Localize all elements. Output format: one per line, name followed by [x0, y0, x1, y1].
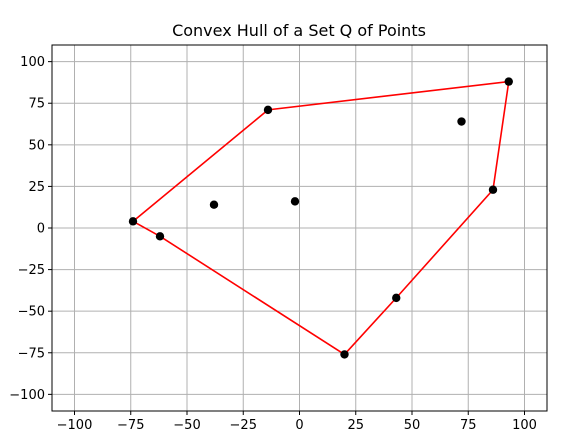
data-point	[392, 293, 401, 303]
data-point	[155, 232, 165, 241]
data-point	[290, 197, 300, 206]
data-point	[263, 105, 273, 115]
grid	[52, 45, 547, 411]
y-tick-label: −75	[18, 346, 45, 361]
convex-hull-line	[132, 80, 510, 356]
x-tick-label: −75	[117, 418, 144, 433]
data-point	[128, 217, 138, 226]
data-point	[340, 350, 349, 359]
points-layer	[128, 77, 513, 359]
x-tick-label: 25	[347, 418, 364, 433]
y-tick-label: 75	[28, 97, 45, 112]
x-tick-label: 0	[295, 418, 303, 433]
y-tick-label: −25	[18, 263, 45, 278]
x-tick-label: 75	[460, 418, 477, 433]
x-tick-label: −50	[173, 418, 200, 433]
data-point	[209, 200, 219, 209]
y-tick-label: 25	[28, 180, 45, 195]
y-axis: −100 −75 −50 −25 0 25 50 75 100	[9, 55, 52, 403]
x-tick-label: −25	[230, 418, 257, 433]
y-tick-label: −100	[9, 388, 45, 403]
y-tick-label: −50	[18, 305, 45, 320]
chart-title: Convex Hull of a Set Q of Points	[172, 21, 426, 40]
y-tick-label: 100	[20, 55, 45, 70]
x-tick-label: 50	[404, 418, 421, 433]
data-point	[488, 185, 498, 194]
y-tick-label: 0	[37, 222, 45, 237]
x-tick-label: −100	[57, 418, 93, 433]
hull-layer	[132, 80, 510, 356]
data-point	[457, 117, 466, 126]
y-tick-label: 50	[28, 138, 45, 153]
data-point	[504, 77, 513, 86]
x-tick-label: 100	[512, 418, 537, 433]
x-axis: −100 −75 −50 −25 0 25 50 75 100	[57, 411, 537, 433]
